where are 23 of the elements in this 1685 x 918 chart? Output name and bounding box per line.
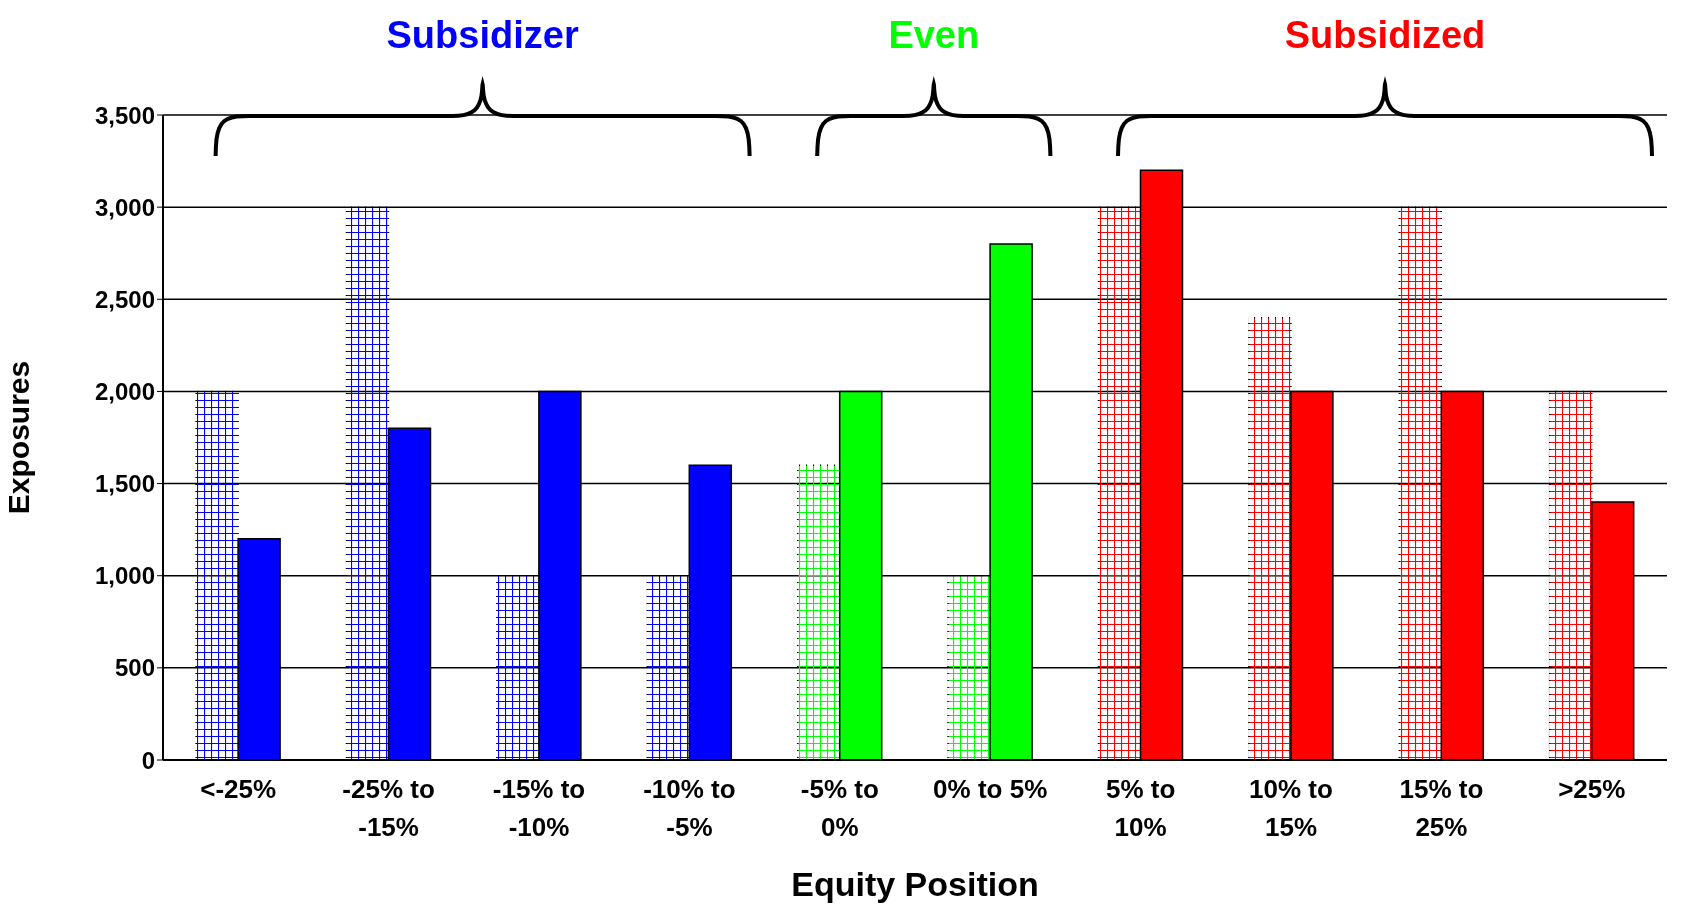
y-tick-label: 0 [141, 746, 155, 774]
x-tick-label: -25% to -15% [342, 774, 435, 842]
text: Even [888, 14, 980, 56]
x-tick-label: 0% to 5% [933, 774, 1048, 804]
text: Subsidizer [386, 14, 579, 56]
y-tick-label: 2,000 [94, 377, 155, 405]
x-tick-label: >25% [1558, 774, 1626, 804]
y-tick-label: 2,500 [94, 285, 155, 313]
x-tick-label: 5% to 10% [1105, 774, 1176, 842]
text: Subsidized [1284, 14, 1486, 56]
y-tick-label: 3,000 [94, 193, 155, 221]
x-tick-label: -15% to -10% [492, 774, 586, 842]
y-tick-label: 3,500 [94, 101, 155, 129]
x-tick-label: 10% to 15% [1249, 774, 1333, 842]
y-tick-label: 500 [114, 654, 155, 682]
x-tick-label: <-25% [200, 774, 277, 804]
y-axis-title: Exposures [1, 360, 35, 515]
y-tick-label: 1,000 [94, 562, 155, 590]
x-axis-title: Equity Position [791, 865, 1039, 903]
x-tick-label: 15% to 25% [1399, 774, 1484, 842]
x-tick-label: -5% to 0% [800, 774, 879, 842]
x-tick-label: -10% to -5% [643, 774, 736, 842]
y-tick-label: 1,500 [94, 470, 155, 498]
